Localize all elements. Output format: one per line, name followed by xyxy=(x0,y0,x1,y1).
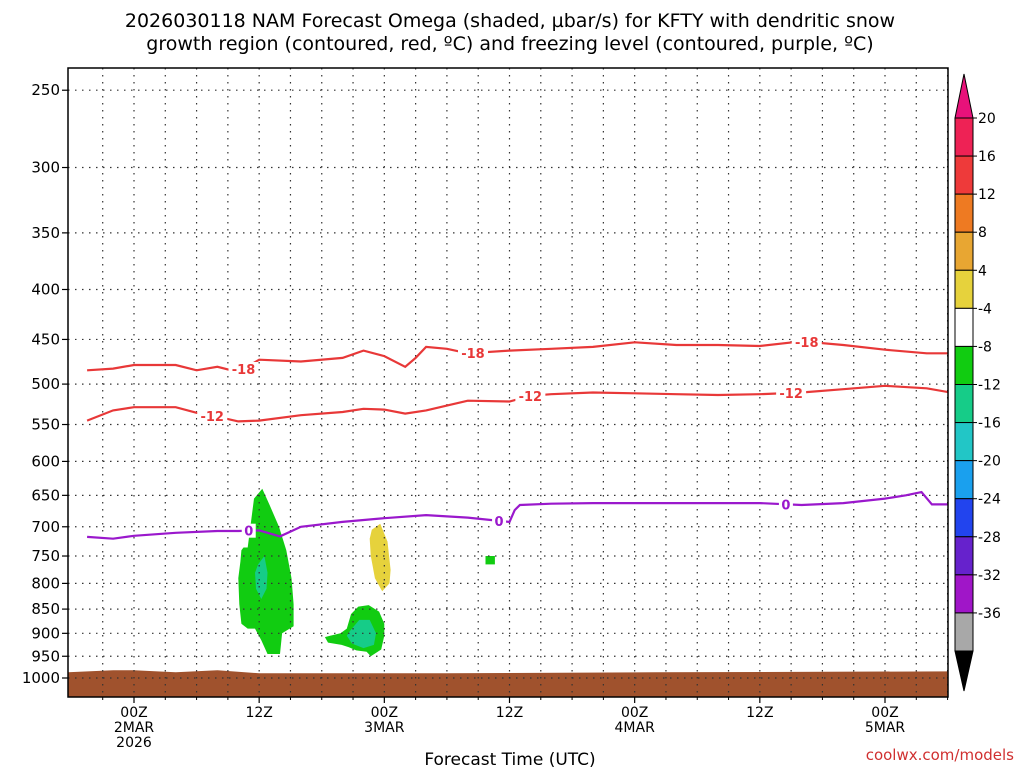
colorbar-label-9: -20 xyxy=(978,454,1001,470)
title-line-2: growth region (contoured, red, ºC) and f… xyxy=(146,33,873,55)
y-tick-label-550: 550 xyxy=(31,416,60,434)
colorbar-swatch-3 xyxy=(954,231,974,271)
plot-content: -18 -18 -18 -12 -12 -12 0 0 0 xyxy=(68,68,948,697)
colorbar-label-11: -28 xyxy=(978,530,1001,546)
y-tick-label-950: 950 xyxy=(31,647,60,665)
title: 2026030118 NAM Forecast Omega (shaded, µ… xyxy=(125,10,895,55)
colorbar-bottom-arrow xyxy=(954,650,974,692)
colorbar-label-13: -36 xyxy=(978,606,1001,622)
colorbar: 20 16 12 8 4 -4 -8 -12 -16 -20 -24 -28 -32 -36 xyxy=(954,73,1001,692)
colorbar-label-7: -12 xyxy=(978,378,1001,394)
x-tick-label-48-1: 4MAR xyxy=(615,720,656,736)
colorbar-swatch-9 xyxy=(954,460,974,500)
y-tick-label-900: 900 xyxy=(31,624,60,642)
title-line-1: 2026030118 NAM Forecast Omega (shaded, µ… xyxy=(125,10,895,32)
colorbar-swatch-6 xyxy=(954,345,974,385)
contour-label-0-1: -18 xyxy=(461,347,485,362)
x-tick-label-36-0: 12Z xyxy=(496,705,523,721)
colorbar-label-1: 16 xyxy=(978,149,996,165)
omega-region-4 xyxy=(369,523,391,592)
y-tick-label-350: 350 xyxy=(31,224,60,242)
x-tick-label-72-0: 00Z xyxy=(871,705,898,721)
contour-label-bg-0-1 xyxy=(457,345,488,360)
y-tick-label-300: 300 xyxy=(31,159,60,177)
x-tick-label-0-2: 2026 xyxy=(116,735,152,751)
y-tick-label-850: 850 xyxy=(31,600,60,618)
y-tick-label-500: 500 xyxy=(31,375,60,393)
colorbar-swatch-1 xyxy=(954,155,974,195)
x-tick-label-72-1: 5MAR xyxy=(865,720,906,736)
contour-label-1-1: -12 xyxy=(519,390,543,405)
colorbar-swatch-10 xyxy=(954,498,974,538)
colorbar-swatch-13 xyxy=(954,612,974,652)
contour-label-bg-1-0 xyxy=(197,408,228,423)
omega-region-3 xyxy=(346,619,376,649)
contour-label-bg-1-2 xyxy=(776,385,807,400)
colorbar-swatch-2 xyxy=(954,193,974,233)
y-tick-label-600: 600 xyxy=(31,452,60,470)
contour-label-0-2: -18 xyxy=(795,336,819,351)
colorbar-swatch-5 xyxy=(954,307,974,347)
colorbar-label-2: 12 xyxy=(978,187,996,203)
axes: 250 300 350 400 450 500 550 600 650 700 750 800 850 9… xyxy=(22,67,949,751)
contour-line-2 xyxy=(87,490,948,540)
contour-label-bg-2-1 xyxy=(492,513,507,528)
contour-label-1-0: -12 xyxy=(200,410,224,425)
colorbar-label-5: -4 xyxy=(978,301,992,317)
colorbar-swatch-8 xyxy=(954,422,974,462)
colorbar-swatch-11 xyxy=(954,536,974,576)
colorbar-swatch-4 xyxy=(954,269,974,309)
omega-region-5 xyxy=(485,556,495,565)
y-tick-label-450: 450 xyxy=(31,330,60,348)
x-tick-label-0-1: 2MAR xyxy=(114,720,155,736)
x-tick-label-60-0: 12Z xyxy=(746,705,773,721)
x-tick-label-24-0: 00Z xyxy=(371,705,398,721)
contour-label-bg-2-2 xyxy=(778,497,793,512)
ground-fill xyxy=(68,670,948,697)
contour-label-bg-1-1 xyxy=(515,388,546,403)
contour-label-2-1: 0 xyxy=(495,515,504,530)
contour-label-2-2: 0 xyxy=(781,498,790,513)
x-tick-label-0-0: 00Z xyxy=(120,705,147,721)
colorbar-swatch-12 xyxy=(954,574,974,614)
colorbar-label-10: -24 xyxy=(978,492,1001,508)
contour-label-bg-2-0 xyxy=(241,523,256,538)
y-tick-label-250: 250 xyxy=(31,81,60,99)
credit-text: coolwx.com/models xyxy=(866,746,1014,764)
contour-label-bg-0-2 xyxy=(791,334,822,349)
contour-label-bg-0-0 xyxy=(228,361,259,376)
contour-label-2-0: 0 xyxy=(244,525,253,540)
contour-label-1-2: -12 xyxy=(779,387,803,402)
contour-line-0 xyxy=(87,340,948,374)
x-axis-label: Forecast Time (UTC) xyxy=(424,750,595,768)
y-tick-label-1000: 1000 xyxy=(22,669,60,687)
colorbar-swatch-0 xyxy=(954,117,974,157)
y-tick-label-400: 400 xyxy=(31,280,60,298)
plot-area: -18 -18 -18 -12 -12 -12 0 0 0 xyxy=(68,68,948,697)
colorbar-label-8: -16 xyxy=(978,416,1001,432)
y-tick-label-750: 750 xyxy=(31,547,60,565)
plot-frame xyxy=(67,67,949,698)
colorbar-label-3: 8 xyxy=(978,225,987,241)
x-tick-label-24-1: 3MAR xyxy=(364,720,405,736)
x-tick-label-12-0: 12Z xyxy=(245,705,272,721)
colorbar-label-4: 4 xyxy=(978,263,987,279)
y-tick-label-650: 650 xyxy=(31,486,60,504)
contour-label-0-0: -18 xyxy=(232,363,256,378)
y-tick-label-700: 700 xyxy=(31,518,60,536)
omega-region-1 xyxy=(255,556,268,599)
colorbar-label-6: -8 xyxy=(978,339,992,355)
colorbar-label-12: -32 xyxy=(978,568,1001,584)
y-tick-label-800: 800 xyxy=(31,574,60,592)
colorbar-top-arrow xyxy=(954,73,974,119)
colorbar-swatch-7 xyxy=(954,384,974,424)
x-tick-label-48-0: 00Z xyxy=(621,705,648,721)
colorbar-label-0: 20 xyxy=(978,111,996,127)
